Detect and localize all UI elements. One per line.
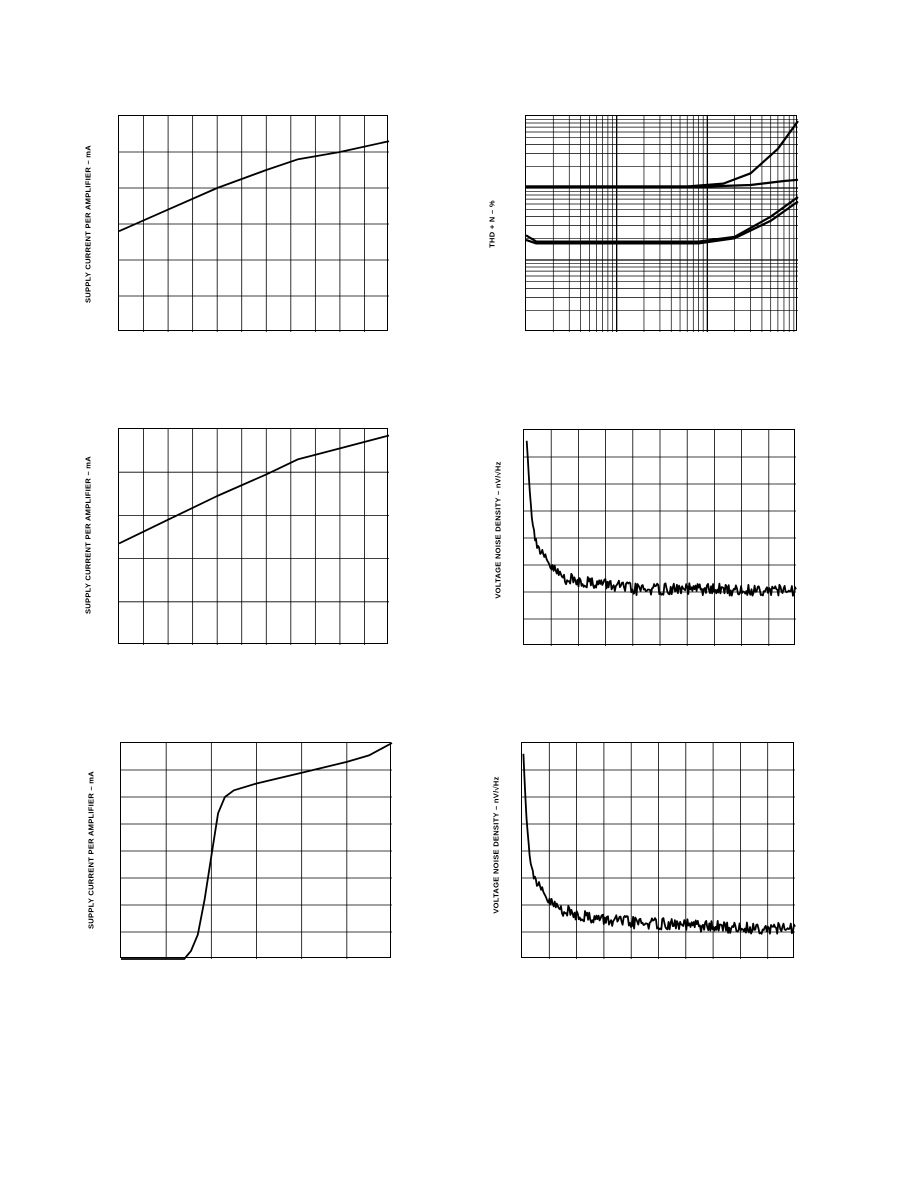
y-axis-label: SUPPLY CURRENT PER AMPLIFIER – mA [83,145,93,303]
series-line-1 [526,178,799,188]
gridlines [524,430,796,646]
plot-area [523,429,797,646]
y-axis-label: SUPPLY CURRENT PER AMPLIFIER – mA [83,456,93,614]
plot-svg [525,116,799,332]
series-line-0 [118,434,390,545]
y-axis-label: VOLTAGE NOISE DENSITY – nV/√Hz [493,461,503,599]
gridlines [526,116,798,332]
plot-area [118,115,390,332]
y-axis-label: THD + N – % [487,200,497,248]
plot-svg [118,116,390,332]
series-line-0 [522,753,796,935]
plot-svg [522,743,796,959]
series-line-2 [525,196,799,243]
plot-svg [118,429,390,645]
series-line-0 [121,742,393,960]
gridlines [121,743,392,959]
gridlines [522,743,795,959]
series-line-3 [525,200,799,245]
plot-svg [121,742,393,960]
y-axis-label: SUPPLY CURRENT PER AMPLIFIER – mA [86,771,96,929]
plot-area [521,742,796,959]
plot-area [525,115,799,332]
plot-svg [524,430,797,646]
series-line-0 [525,440,797,597]
y-axis-label: VOLTAGE NOISE DENSITY – nV/√Hz [491,776,501,914]
series-line-0 [118,140,390,233]
gridlines [119,429,389,645]
gridlines [119,116,389,332]
plot-area [120,742,393,960]
plot-area [118,428,390,645]
